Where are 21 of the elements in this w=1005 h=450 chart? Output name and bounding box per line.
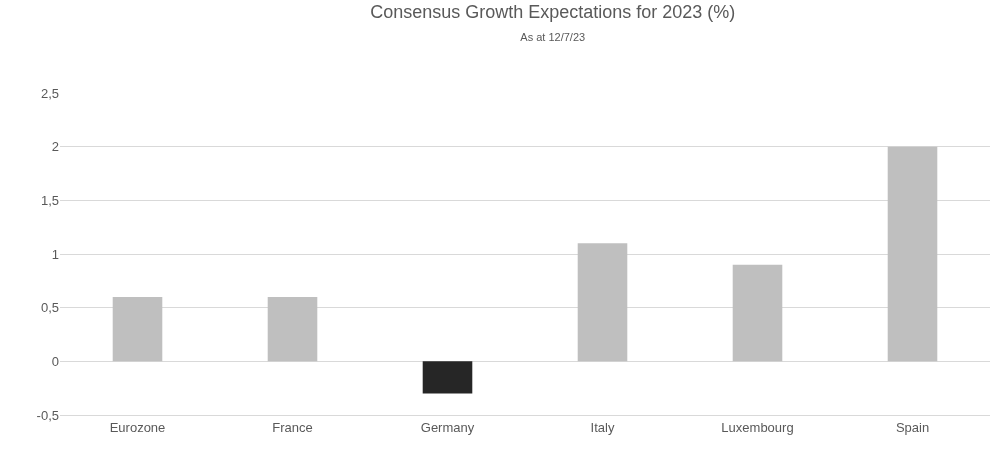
bar bbox=[577, 243, 628, 362]
y-tick-label: 1,5 bbox=[40, 192, 59, 208]
y-tick-label: 1 bbox=[51, 246, 59, 262]
bar bbox=[732, 264, 783, 362]
x-tick-label: Spain bbox=[895, 419, 930, 435]
chart-subtitle: As at 12/7/23 bbox=[520, 31, 586, 44]
y-tick-label: -0,5 bbox=[36, 407, 59, 423]
y-tick-label: 2,5 bbox=[40, 85, 59, 101]
y-tick-label: 0 bbox=[51, 353, 59, 369]
x-tick-label: France bbox=[272, 419, 313, 435]
y-tick-label: 2 bbox=[51, 139, 59, 155]
chart-title: Consensus Growth Expectations for 2023 (%) bbox=[370, 2, 736, 22]
x-tick-label: Eurozone bbox=[109, 419, 166, 435]
bar bbox=[112, 296, 163, 362]
x-tick-label: Italy bbox=[590, 419, 615, 435]
x-tick-label: Germany bbox=[420, 419, 475, 435]
y-tick-label: 0,5 bbox=[40, 300, 59, 316]
bar bbox=[422, 361, 473, 394]
x-tick-label: Luxembourg bbox=[721, 419, 794, 435]
bar bbox=[887, 146, 938, 362]
bar bbox=[267, 296, 318, 362]
